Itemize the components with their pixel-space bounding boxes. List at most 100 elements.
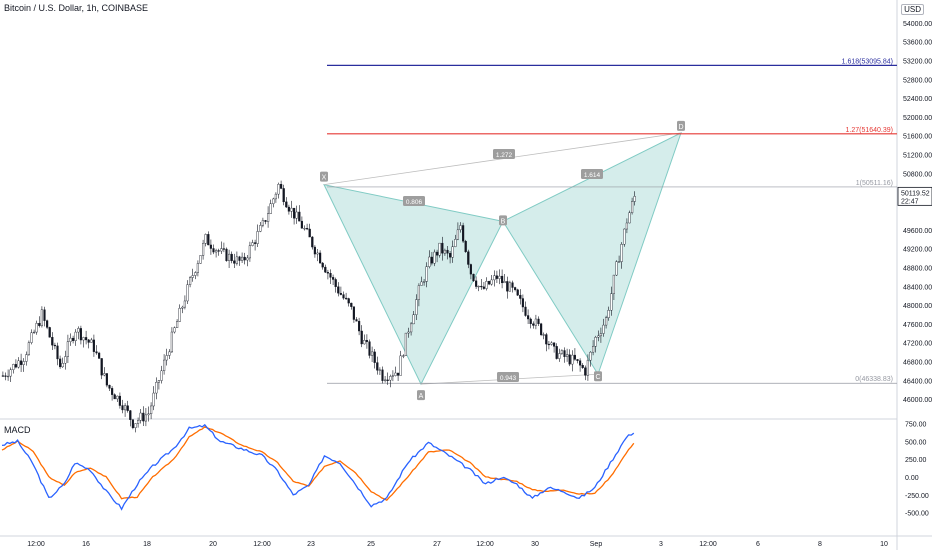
candle-body bbox=[620, 244, 623, 262]
candle-body bbox=[142, 412, 145, 422]
candle-body bbox=[394, 372, 397, 376]
candle-body bbox=[537, 318, 540, 325]
price-tick-label: 54000.00 bbox=[903, 21, 932, 28]
candle-body bbox=[66, 341, 69, 357]
candle-body bbox=[282, 188, 285, 203]
candle-body bbox=[352, 306, 355, 320]
candle-body bbox=[77, 328, 80, 333]
candle-body bbox=[454, 239, 457, 247]
ratio-label: 0.943 bbox=[500, 375, 517, 382]
currency-badge[interactable]: USD bbox=[901, 4, 924, 15]
price-tick-label: 49600.00 bbox=[903, 228, 932, 235]
candle-body bbox=[188, 277, 192, 285]
candle-body bbox=[1, 375, 4, 377]
candle-body bbox=[631, 201, 634, 213]
fib-levels: 1.618(53095.84) 1.27(51640.39) 1(50511.16)… bbox=[327, 58, 897, 384]
candle-body bbox=[545, 334, 548, 345]
candle-body bbox=[381, 369, 384, 381]
candle-body bbox=[412, 314, 415, 325]
price-tick-label: 46800.00 bbox=[903, 360, 932, 367]
candle-body bbox=[113, 394, 116, 400]
candle-body bbox=[199, 255, 202, 264]
candle-body bbox=[495, 275, 498, 279]
candle-body bbox=[355, 319, 358, 322]
candle-body bbox=[329, 273, 332, 278]
candle-body bbox=[121, 405, 124, 411]
candle-body bbox=[160, 370, 163, 381]
candle-body bbox=[633, 196, 636, 202]
candle-body bbox=[490, 279, 493, 285]
candle-body bbox=[428, 256, 431, 267]
candle-body bbox=[365, 340, 368, 342]
candle-body bbox=[48, 327, 51, 338]
candle-body bbox=[485, 281, 488, 289]
macd-series bbox=[1, 423, 635, 511]
candle-body bbox=[594, 337, 597, 347]
price-tick-label: 48000.00 bbox=[903, 303, 932, 310]
candle-body bbox=[542, 334, 545, 336]
candle-body bbox=[272, 198, 275, 204]
candle-body bbox=[256, 231, 259, 244]
candle-body bbox=[251, 242, 254, 246]
candle-body bbox=[131, 419, 134, 429]
candle-body bbox=[625, 222, 628, 230]
candle-body bbox=[576, 359, 579, 361]
candle-body bbox=[550, 342, 553, 345]
candle-body bbox=[129, 410, 132, 420]
candle-body bbox=[144, 414, 147, 422]
candle-body bbox=[506, 281, 509, 292]
pattern-point-b: B bbox=[501, 218, 506, 225]
macd-signal-line bbox=[1, 426, 635, 502]
candle-body bbox=[488, 281, 491, 285]
candle-body bbox=[290, 207, 293, 212]
candle-body bbox=[579, 360, 582, 366]
candle-body bbox=[243, 256, 246, 261]
macd-pane-label[interactable]: MACD bbox=[4, 425, 31, 435]
candle-body bbox=[9, 369, 12, 377]
time-tick-label: 30 bbox=[531, 541, 539, 548]
candle-body bbox=[326, 271, 329, 274]
candle-body bbox=[56, 345, 59, 360]
pattern-point-c: C bbox=[595, 374, 600, 381]
candle-body bbox=[451, 246, 454, 258]
candle-body bbox=[529, 318, 532, 324]
candle-body bbox=[420, 281, 423, 286]
candle-body bbox=[51, 337, 54, 346]
candle-body bbox=[178, 308, 181, 322]
candle-body bbox=[287, 206, 290, 212]
candle-body bbox=[162, 359, 166, 372]
candle-body bbox=[410, 323, 413, 333]
price-tick-label: 46400.00 bbox=[903, 378, 932, 385]
candle-body bbox=[456, 229, 459, 240]
candle-body bbox=[74, 331, 77, 341]
candle-body bbox=[196, 263, 199, 273]
candle-body bbox=[345, 297, 348, 300]
candle-body bbox=[25, 354, 28, 362]
candle-body bbox=[233, 260, 236, 264]
candle-body bbox=[568, 354, 571, 365]
price-tick-label: 53200.00 bbox=[903, 58, 932, 65]
pattern-point-x-bg bbox=[320, 171, 328, 182]
candle-body bbox=[508, 282, 511, 292]
ratio-label: 1.614 bbox=[584, 172, 601, 179]
time-tick-label: 16 bbox=[82, 541, 90, 548]
candle-body bbox=[79, 328, 82, 341]
candle-body bbox=[324, 266, 327, 273]
candle-body bbox=[35, 323, 38, 333]
price-tick-label: 51600.00 bbox=[903, 134, 932, 141]
candle-body bbox=[415, 299, 418, 315]
price-tick-label: 47600.00 bbox=[903, 322, 932, 329]
candle-body bbox=[53, 344, 56, 347]
candle-body bbox=[43, 309, 46, 321]
time-tick-label: 6 bbox=[756, 541, 760, 548]
time-tick-label: 12:00 bbox=[476, 541, 494, 548]
candle-body bbox=[373, 351, 376, 363]
candle-body bbox=[87, 339, 90, 343]
candle-body bbox=[464, 240, 467, 252]
candle-body bbox=[597, 335, 600, 338]
candle-body bbox=[274, 193, 277, 200]
candle-body bbox=[571, 354, 574, 365]
price-tick-label: 49200.00 bbox=[903, 247, 932, 254]
candle-body bbox=[477, 285, 480, 288]
